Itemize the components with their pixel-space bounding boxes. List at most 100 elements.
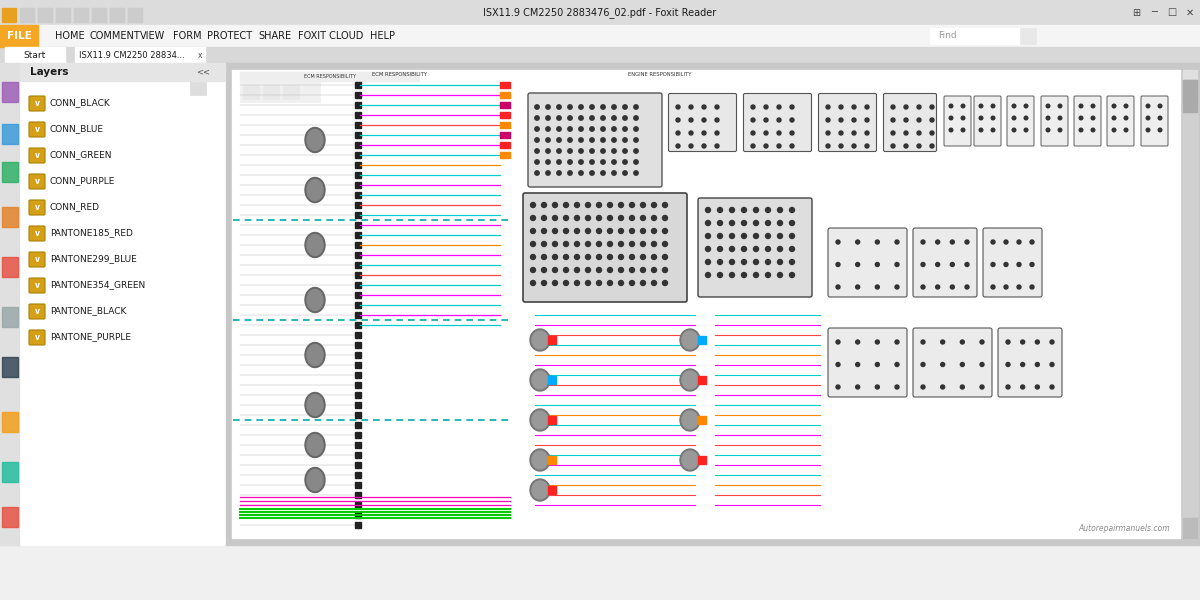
Bar [355,162,361,168]
Circle shape [1004,285,1008,289]
FancyBboxPatch shape [29,278,46,293]
Circle shape [530,241,535,247]
Circle shape [1050,340,1054,344]
Circle shape [790,208,794,212]
Circle shape [546,127,551,131]
Bar [74,47,205,63]
Circle shape [541,241,546,247]
Circle shape [676,118,680,122]
Text: v: v [35,229,40,238]
Bar [355,522,361,528]
Ellipse shape [532,481,548,499]
Bar [110,8,124,22]
Circle shape [922,362,925,367]
Circle shape [596,229,601,233]
Circle shape [641,280,646,286]
Circle shape [578,127,583,131]
Bar [92,8,106,22]
Circle shape [552,268,558,272]
Circle shape [1013,104,1015,108]
Circle shape [917,118,922,122]
Circle shape [904,131,908,135]
Bar [355,432,361,438]
Bar [2,357,18,377]
Text: x: x [198,50,203,59]
Bar [355,332,361,338]
Circle shape [634,116,638,120]
Text: v: v [35,280,40,289]
Ellipse shape [307,289,323,311]
Circle shape [852,131,856,135]
Circle shape [961,104,965,108]
Circle shape [754,247,758,251]
Circle shape [1112,128,1116,132]
FancyBboxPatch shape [29,226,46,241]
Circle shape [652,280,656,286]
Ellipse shape [532,371,548,389]
Circle shape [1004,263,1008,266]
Bar [5,47,65,63]
Bar [20,8,34,22]
Ellipse shape [680,449,700,471]
Circle shape [936,240,940,244]
Circle shape [751,105,755,109]
Circle shape [612,160,617,164]
Bar [1183,80,1198,100]
Text: ECM RESPONSIBILITY: ECM RESPONSIBILITY [304,74,356,79]
Circle shape [890,144,895,148]
Circle shape [904,105,908,109]
Circle shape [541,254,546,259]
Bar [2,162,18,182]
Circle shape [766,220,770,226]
Circle shape [634,149,638,153]
Circle shape [706,247,710,251]
Circle shape [922,340,925,344]
Bar [500,132,510,138]
Circle shape [718,272,722,277]
Circle shape [941,340,944,344]
Circle shape [618,202,624,208]
Circle shape [652,202,656,208]
Ellipse shape [530,369,550,391]
Circle shape [575,241,580,247]
Circle shape [607,229,612,233]
Ellipse shape [680,329,700,351]
Circle shape [856,385,859,389]
Circle shape [718,220,722,226]
FancyBboxPatch shape [29,252,46,267]
Circle shape [689,131,694,135]
Circle shape [991,104,995,108]
Ellipse shape [305,287,325,313]
Circle shape [546,171,551,175]
Circle shape [895,340,899,344]
Circle shape [706,259,710,265]
Circle shape [568,138,572,142]
Text: CONN_BLACK: CONN_BLACK [50,98,110,107]
Circle shape [979,128,983,132]
Circle shape [852,118,856,122]
Text: Layers: Layers [30,67,68,77]
Circle shape [965,285,970,289]
Circle shape [742,233,746,238]
Text: ✕: ✕ [1186,7,1194,17]
Circle shape [618,280,624,286]
FancyBboxPatch shape [1007,96,1034,146]
Ellipse shape [682,411,698,429]
Text: FILE: FILE [7,31,31,41]
Ellipse shape [532,331,548,349]
Text: CONN_BLUE: CONN_BLUE [50,124,104,133]
Bar [283,85,299,99]
Circle shape [856,340,859,344]
Bar [2,257,18,277]
Ellipse shape [680,409,700,431]
Circle shape [718,233,722,238]
FancyBboxPatch shape [29,200,46,215]
Circle shape [1021,385,1025,389]
Circle shape [1036,385,1039,389]
Ellipse shape [532,411,548,429]
Ellipse shape [305,127,325,152]
Circle shape [575,254,580,259]
Circle shape [1046,116,1050,120]
Circle shape [730,208,734,212]
Bar [355,242,361,248]
